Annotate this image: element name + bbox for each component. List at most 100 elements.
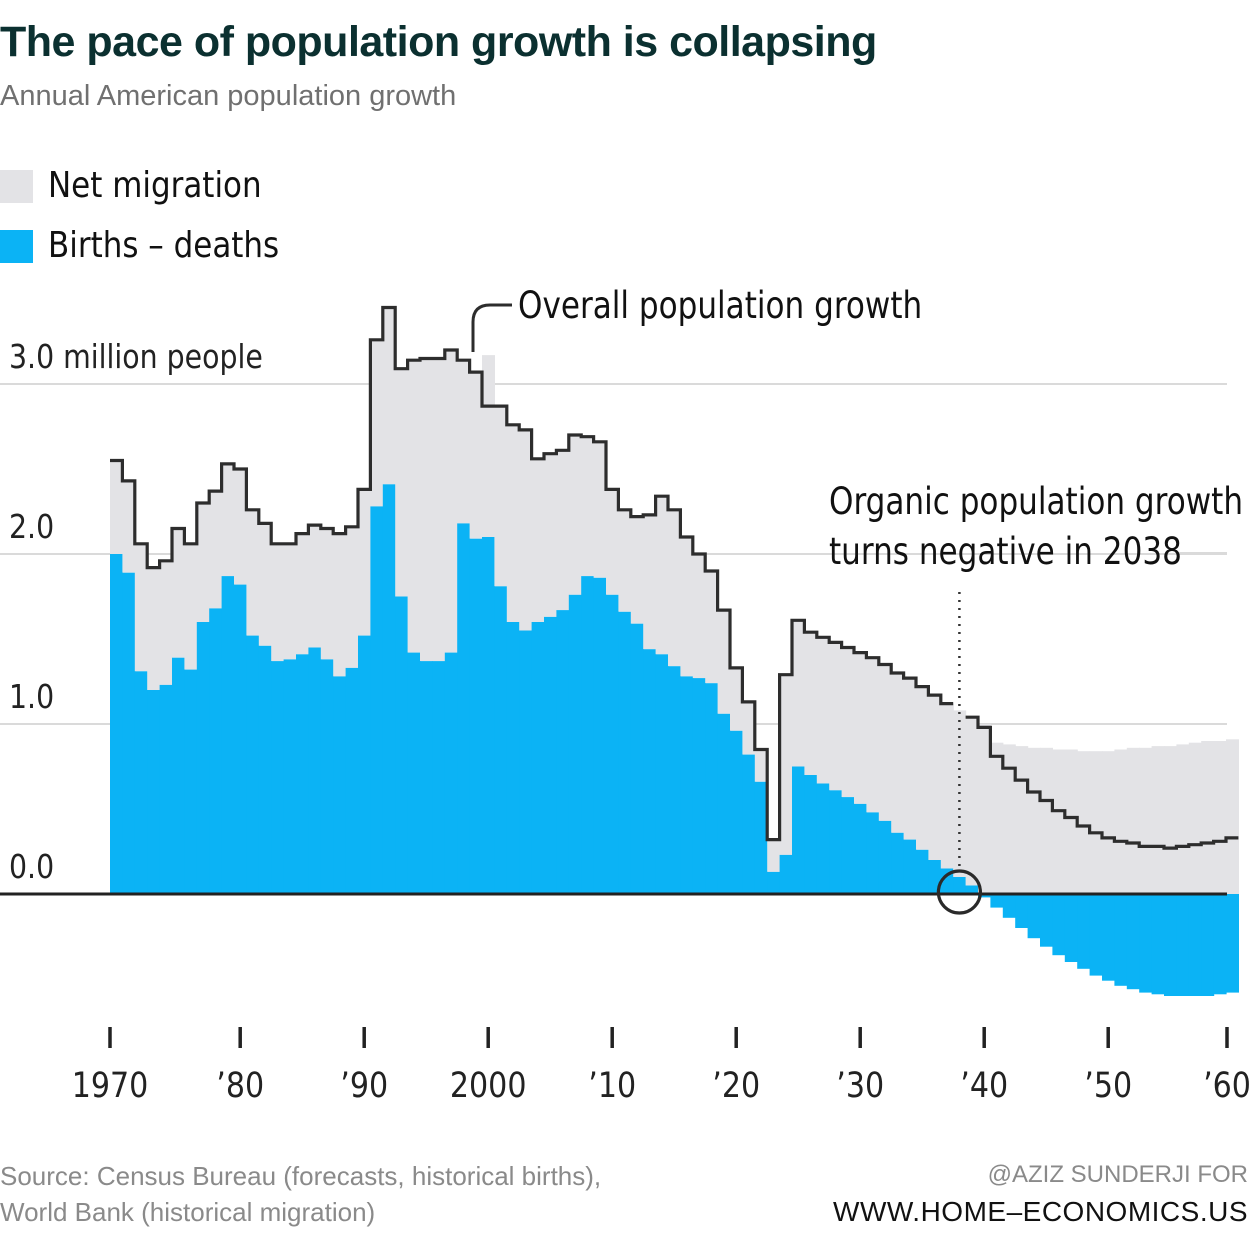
- natural-change-bar: [854, 803, 867, 894]
- migration-bar: [1201, 741, 1215, 894]
- natural-change-bar: [271, 661, 285, 894]
- migration-bar: [1213, 741, 1227, 894]
- x-tick-label: ’40: [960, 1065, 1008, 1106]
- migration-bar: [1077, 751, 1091, 894]
- migration-bar: [469, 372, 483, 539]
- natural-change-bar: [234, 584, 247, 894]
- migration-bar: [854, 652, 867, 804]
- migration-bar: [1002, 744, 1016, 894]
- natural-change-bar: [1188, 894, 1202, 996]
- natural-change-bar: [147, 690, 161, 894]
- natural-change-bar: [358, 635, 371, 894]
- migration-bar: [209, 491, 223, 609]
- credit-line-2: WWW.HOME–ECONOMICS.US: [833, 1196, 1248, 1227]
- natural-change-bar: [978, 894, 991, 898]
- natural-change-bar: [767, 871, 781, 894]
- migration-bar: [1015, 746, 1029, 894]
- natural-change-bar: [1064, 894, 1078, 962]
- natural-change-bar: [469, 538, 483, 894]
- overall-callout-label: Overall population growth: [518, 284, 922, 327]
- natural-change-bar: [494, 586, 508, 894]
- migration-bar: [420, 358, 433, 662]
- y-tick-label: 0.0: [9, 848, 54, 887]
- migration-bar: [816, 637, 830, 784]
- natural-change-bar: [779, 854, 793, 894]
- natural-change-bar: [965, 885, 979, 894]
- migration-bar: [978, 724, 991, 894]
- x-tick-label: ’80: [216, 1065, 264, 1106]
- migration-bar: [221, 463, 235, 577]
- natural-change-bar: [345, 667, 359, 894]
- natural-change-bar: [1002, 894, 1016, 918]
- migration-bar: [1188, 742, 1202, 894]
- natural-change-bar: [283, 659, 297, 894]
- migration-bar: [234, 469, 247, 585]
- migration-bar: [283, 543, 297, 660]
- natural-change-bar: [618, 611, 632, 894]
- migration-bar: [544, 453, 557, 617]
- y-tick-label: 3.0 million people: [9, 338, 263, 377]
- migration-bar: [246, 509, 260, 636]
- migration-bar: [606, 489, 619, 595]
- organic-callout-line-1: Organic population growth: [829, 480, 1243, 523]
- natural-change-bar: [606, 594, 619, 894]
- migration-bar: [370, 339, 384, 507]
- migration-bar: [891, 673, 905, 833]
- natural-change-bar: [110, 554, 123, 894]
- x-tick-label: 2000: [450, 1065, 527, 1106]
- natural-change-bar: [1102, 894, 1115, 981]
- natural-change-bar: [1139, 894, 1153, 993]
- x-tick-label: ’60: [1203, 1065, 1250, 1106]
- migration-bar: [593, 441, 607, 578]
- migration-bar: [717, 610, 731, 714]
- legend-swatch-migration: [0, 170, 33, 203]
- chart-title: The pace of population growth is collaps…: [0, 18, 877, 66]
- x-tick-label: ’30: [836, 1065, 884, 1106]
- highlight-circle-marker: [936, 869, 983, 915]
- natural-change-bar: [556, 610, 570, 894]
- credit: @AZIZ SUNDERJI FOR WWW.HOME–ECONOMICS.US: [833, 1158, 1248, 1232]
- natural-change-bar: [159, 684, 173, 894]
- natural-change-bar: [717, 713, 731, 894]
- natural-change-bar: [444, 652, 458, 894]
- migration-bar: [1114, 749, 1128, 894]
- migration-bar: [965, 717, 979, 886]
- migration-bar: [1164, 746, 1177, 894]
- migration-bar: [742, 701, 756, 755]
- annotation-overall: Overall population growth: [471, 284, 922, 352]
- migration-bar: [519, 429, 533, 631]
- bars: [110, 307, 1239, 996]
- migration-bar: [680, 537, 694, 677]
- migration-bar: [668, 509, 681, 667]
- natural-change-bar: [668, 666, 681, 894]
- natural-change-bar: [1226, 894, 1239, 993]
- natural-change-bar: [940, 868, 954, 894]
- migration-bar: [1052, 749, 1066, 894]
- overall-callout-leader: [471, 303, 512, 352]
- legend-label-migration: Net migration: [48, 165, 262, 206]
- natural-change-bar: [1114, 894, 1128, 986]
- natural-change-bar: [903, 839, 917, 894]
- natural-change-bar: [172, 657, 185, 894]
- migration-bar: [804, 632, 818, 775]
- natural-change-bar: [134, 671, 148, 894]
- migration-bar: [1040, 747, 1053, 894]
- natural-change-bar: [878, 820, 892, 894]
- annotation-organic: Organic population growth turns negative …: [829, 480, 1243, 915]
- migration-bar: [296, 533, 309, 655]
- natural-change-bar: [1077, 894, 1091, 969]
- natural-change-bar: [891, 832, 905, 894]
- natural-change-bar: [630, 623, 644, 894]
- natural-change-bar: [382, 484, 396, 894]
- migration-bar: [754, 749, 768, 782]
- natural-change-bar: [593, 577, 607, 894]
- migration-bar: [320, 528, 334, 660]
- natural-change-bar: [122, 572, 136, 894]
- migration-bar: [692, 554, 706, 679]
- migration-bar: [568, 435, 582, 595]
- x-tick-label: ’10: [588, 1065, 636, 1106]
- natural-change-bar: [1176, 894, 1190, 996]
- source-line-2: World Bank (historical migration): [0, 1197, 376, 1227]
- migration-bar: [1226, 739, 1239, 894]
- migration-bar: [196, 503, 210, 622]
